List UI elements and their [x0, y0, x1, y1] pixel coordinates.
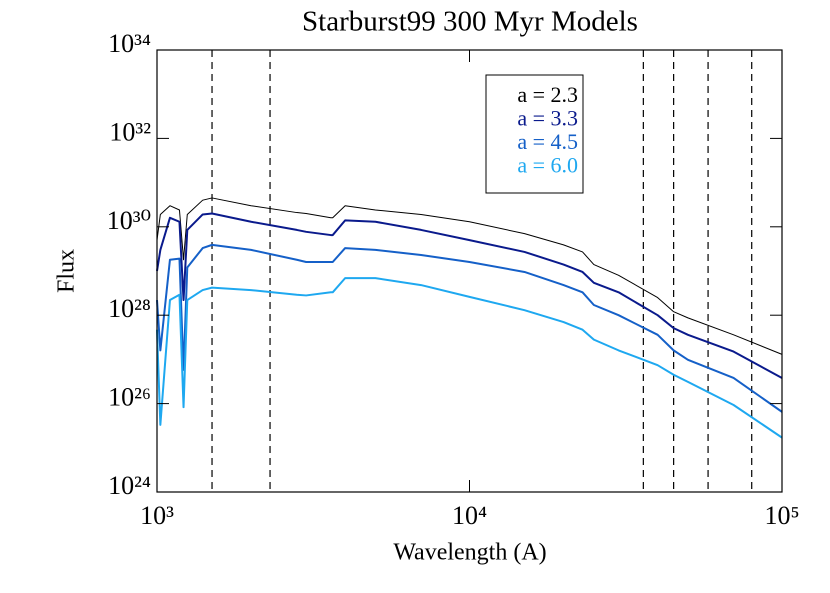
legend-label: a = 6.0 — [517, 153, 578, 178]
y-tick-label: 10³⁰ — [107, 206, 151, 235]
x-tick-label: 10⁴ — [452, 501, 487, 530]
legend-box — [485, 74, 584, 194]
legend-label: a = 4.5 — [517, 129, 578, 154]
series-line — [156, 243, 783, 413]
y-tick-label: 10²⁴ — [108, 471, 151, 500]
y-axis-label: Flux — [54, 249, 80, 293]
y-tick-label: 10²⁶ — [108, 383, 151, 412]
chart-title: Starburst99 300 Myr Models — [302, 6, 638, 38]
series-line — [156, 212, 783, 379]
series-line — [156, 277, 783, 439]
series-line — [156, 197, 783, 355]
y-tick-label: 10³⁴ — [108, 29, 151, 58]
x-axis-label: Wavelength (A) — [393, 540, 546, 566]
y-tick-label: 10²⁸ — [108, 294, 151, 323]
x-tick-label: 10⁵ — [764, 501, 799, 530]
legend-label: a = 2.3 — [517, 82, 578, 107]
y-tick-label: 10³² — [109, 117, 151, 146]
legend-label: a = 3.3 — [517, 106, 578, 131]
x-tick-label: 10³ — [140, 501, 174, 530]
